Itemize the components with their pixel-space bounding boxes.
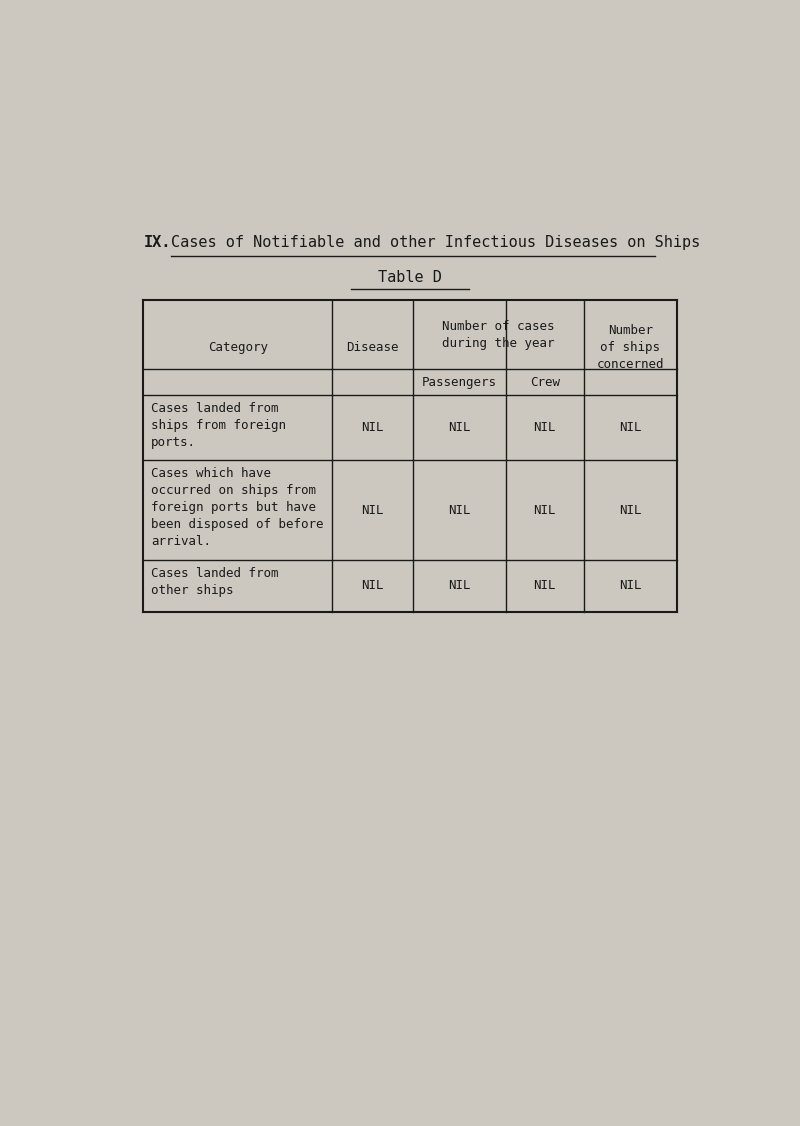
Text: NIL: NIL [619,580,642,592]
Text: NIL: NIL [534,580,556,592]
Text: NIL: NIL [619,421,642,435]
Text: NIL: NIL [362,580,384,592]
Text: NIL: NIL [534,503,556,517]
Text: NIL: NIL [448,580,470,592]
Text: Cases landed from
ships from foreign
ports.: Cases landed from ships from foreign por… [151,402,286,449]
Text: Number
of ships
concerned: Number of ships concerned [597,324,664,372]
Text: Crew: Crew [530,376,560,388]
Text: Cases which have
occurred on ships from
foreign ports but have
been disposed of : Cases which have occurred on ships from … [151,467,323,548]
Text: IX.: IX. [143,235,170,250]
Text: NIL: NIL [362,503,384,517]
Text: Category: Category [208,341,268,354]
Text: NIL: NIL [619,503,642,517]
Text: Cases of Notifiable and other Infectious Diseases on Ships: Cases of Notifiable and other Infectious… [171,235,701,250]
Text: NIL: NIL [362,421,384,435]
Text: Passengers: Passengers [422,376,497,388]
Text: NIL: NIL [448,503,470,517]
Text: NIL: NIL [448,421,470,435]
Text: NIL: NIL [534,421,556,435]
Text: Table D: Table D [378,269,442,285]
Text: Disease: Disease [346,341,399,354]
Text: Cases landed from
other ships: Cases landed from other ships [151,566,278,597]
Text: Number of cases
during the year: Number of cases during the year [442,320,554,349]
